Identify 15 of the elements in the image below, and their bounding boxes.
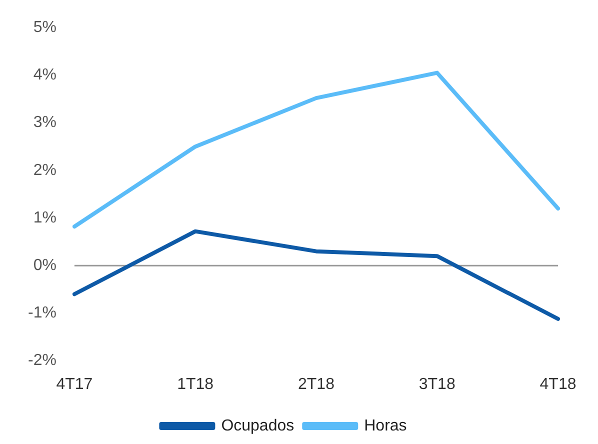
x-tick-label: 3T18 [418,376,456,393]
y-tick-label: 1% [33,209,56,226]
x-tick-label: 4T18 [540,376,576,393]
y-tick-label: 3% [33,114,56,132]
x-tick-label: 1T18 [177,376,214,393]
legend-label: Ocupados [221,417,294,434]
x-tick-label: 4T17 [56,376,93,393]
x-tick-label: 2T18 [298,376,335,393]
y-tick-label: -2% [28,352,56,370]
y-tick-label: 0% [33,257,56,274]
legend-label: Horas [364,417,407,434]
y-tick-label: 4% [33,66,56,84]
y-tick-label: -1% [28,304,56,322]
y-tick-label: 5% [33,19,56,36]
y-tick-label: 2% [33,162,56,179]
